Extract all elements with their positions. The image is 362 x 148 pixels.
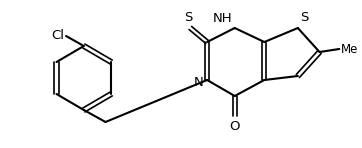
Text: S: S	[184, 11, 193, 24]
Text: Me: Me	[341, 42, 359, 56]
Text: O: O	[230, 120, 240, 133]
Text: Cl: Cl	[51, 29, 64, 41]
Text: N: N	[193, 75, 203, 89]
Text: NH: NH	[213, 12, 233, 25]
Text: S: S	[300, 11, 308, 24]
